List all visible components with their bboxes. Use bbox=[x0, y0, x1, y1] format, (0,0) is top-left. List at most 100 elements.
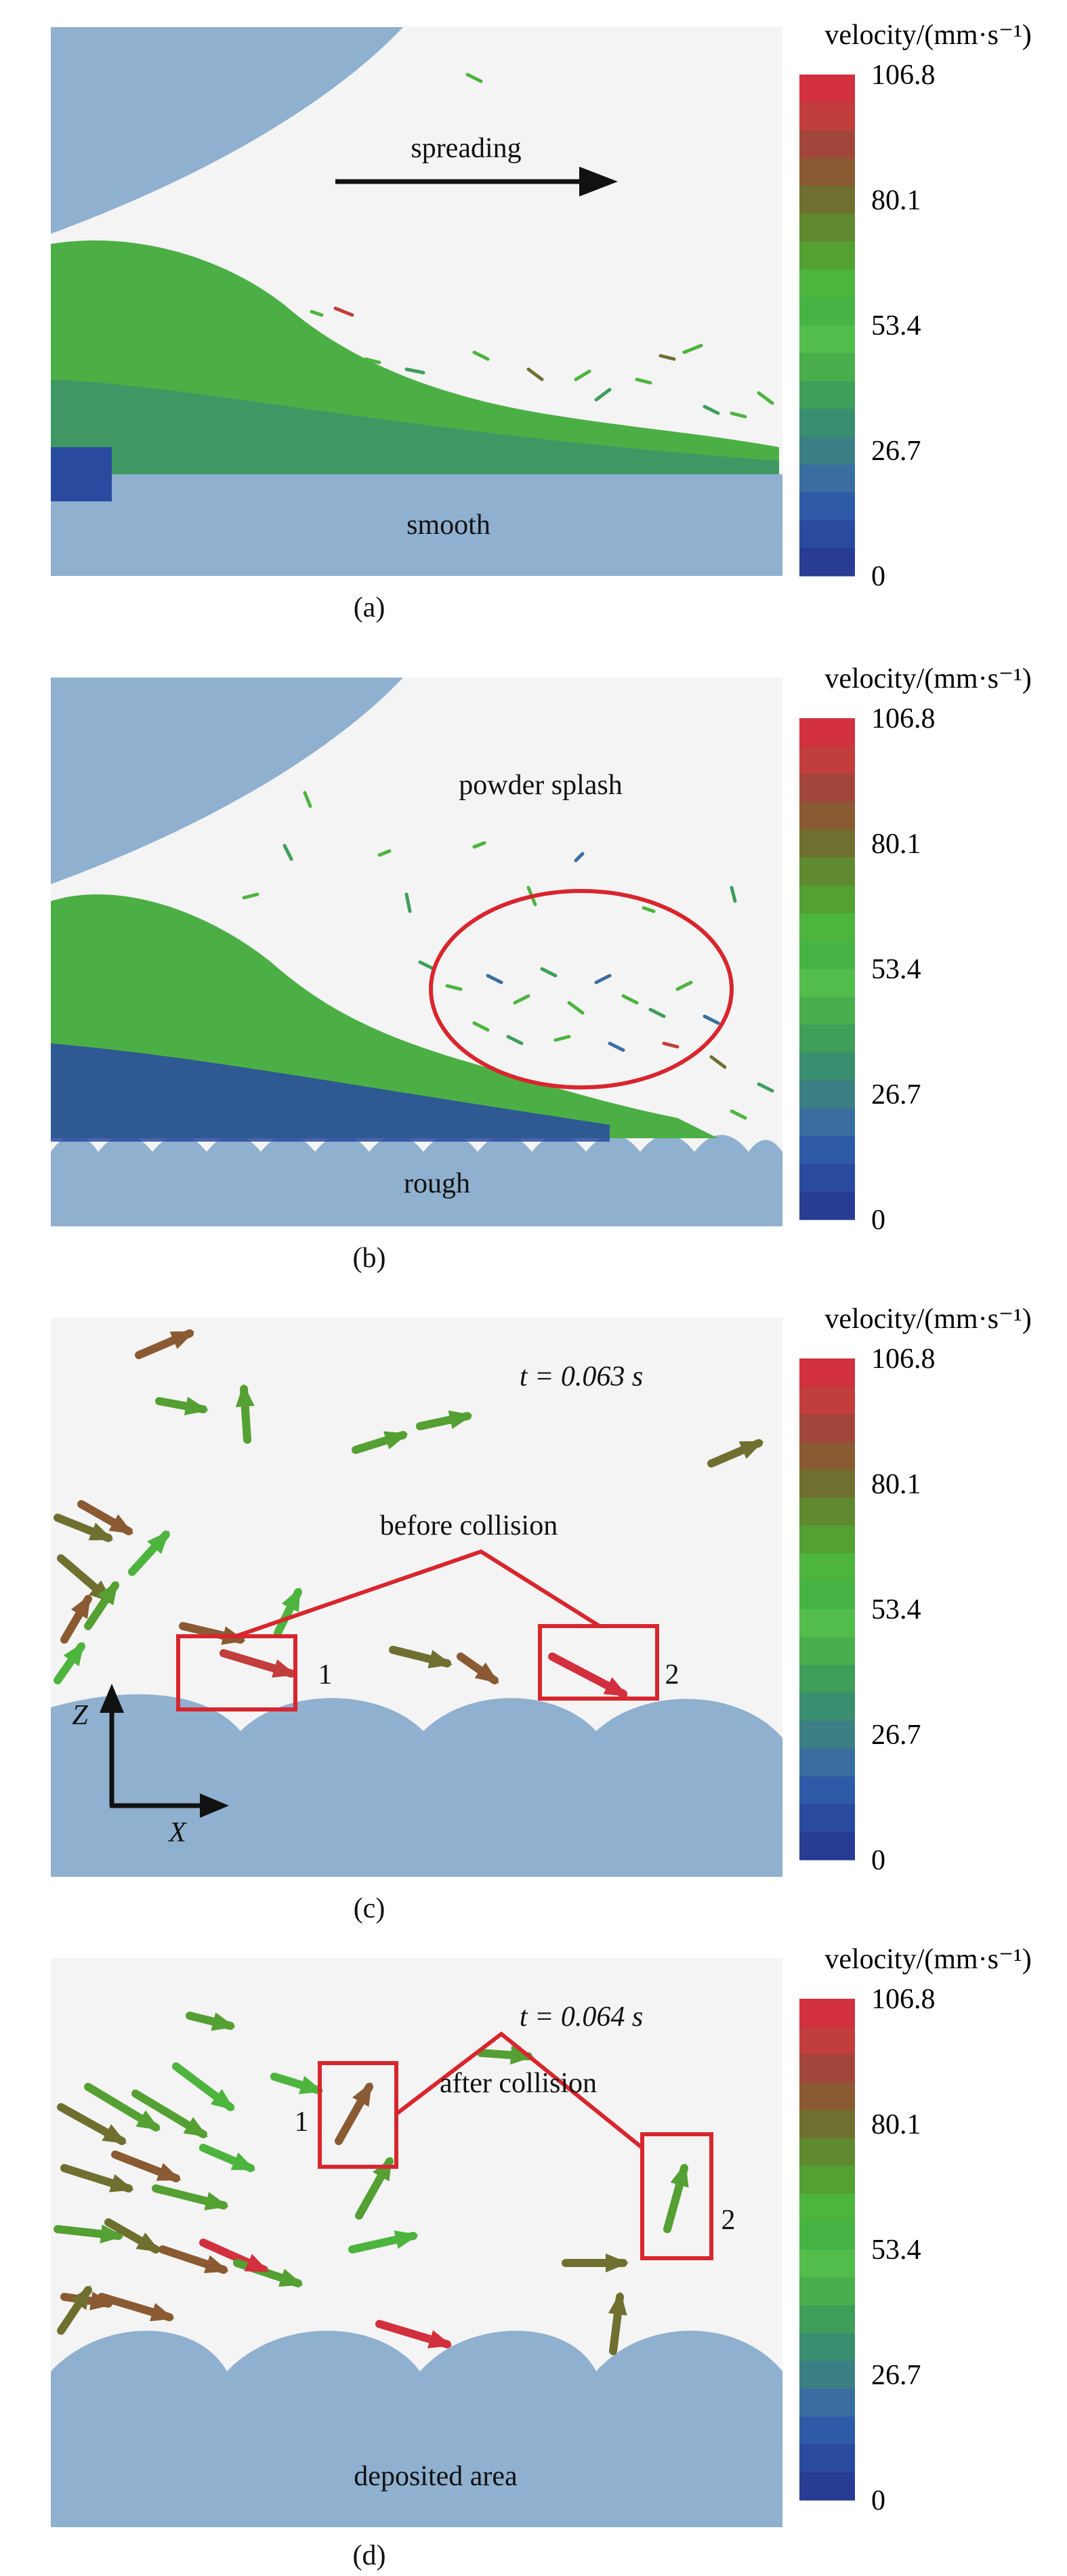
colorbar-segment bbox=[799, 436, 855, 465]
colorbar-segment bbox=[799, 269, 855, 298]
arrowhead bbox=[352, 2082, 372, 2107]
panel-c-box-1-label: 1 bbox=[318, 1659, 333, 1690]
arrowhead bbox=[373, 2157, 392, 2182]
panel-d-time-label: t = 0.064 s bbox=[520, 2001, 643, 2033]
colorbar-segment bbox=[799, 2054, 855, 2083]
colorbar-segment bbox=[799, 241, 855, 270]
colorbar-segment bbox=[799, 1136, 855, 1165]
colorbar-segment bbox=[799, 940, 855, 970]
colorbar-segment bbox=[799, 1080, 855, 1109]
colorbar-segment bbox=[799, 913, 855, 942]
panel-b-splash-highlight bbox=[429, 889, 734, 1089]
arrowhead bbox=[427, 1650, 453, 1669]
colorbar-title: velocity/(mm·s⁻¹) bbox=[824, 20, 1031, 51]
colorbar-segment bbox=[799, 2110, 855, 2139]
arrowhead bbox=[89, 2291, 114, 2310]
arrowhead bbox=[97, 1581, 119, 1606]
arrowhead bbox=[135, 2232, 161, 2252]
colorbar-segment bbox=[799, 997, 855, 1025]
arrowhead bbox=[135, 2110, 161, 2131]
colorbar-tick-label: 53.4 bbox=[871, 2235, 921, 2266]
panel-d: 1 2 t = 0.064 s after collision deposite… bbox=[51, 1958, 782, 2571]
colorbar-segment bbox=[799, 547, 855, 577]
colorbar-b: velocity/(mm·s⁻¹) 106.8 80.1 53.4 26.7 0 bbox=[799, 663, 1032, 1236]
panel-a-scattered-particles bbox=[310, 72, 774, 419]
colorbar-segment bbox=[799, 718, 855, 747]
colorbar-segment bbox=[799, 746, 855, 774]
panel-a-caption: (a) bbox=[354, 592, 385, 623]
colorbar-title: velocity/(mm·s⁻¹) bbox=[824, 1944, 1031, 1975]
arrowhead bbox=[102, 2124, 127, 2144]
colorbar-segment bbox=[799, 1637, 855, 1665]
panel-b-annotation: powder splash bbox=[459, 770, 622, 801]
colorbar-segment bbox=[799, 2082, 855, 2111]
colorbar-segment bbox=[799, 325, 855, 354]
colorbar-tick-label: 26.7 bbox=[871, 2360, 921, 2391]
colorbar-tick-label: 80.1 bbox=[871, 1469, 921, 1500]
panel-c: 1 2 t = 0.063 s before collision Z X (c) bbox=[51, 1318, 782, 1924]
colorbar-segment bbox=[799, 1191, 855, 1220]
colorbar-tick-label: 0 bbox=[871, 1845, 885, 1876]
arrowhead bbox=[70, 2285, 91, 2310]
colorbar-tick-label: 26.7 bbox=[871, 1079, 921, 1110]
colorbar-segment bbox=[799, 1692, 855, 1722]
colorbar-tick-label: 0 bbox=[871, 2485, 885, 2516]
arrowhead bbox=[108, 2174, 134, 2193]
colorbar-tick-label: 53.4 bbox=[871, 954, 921, 985]
colorbar-segment bbox=[799, 1804, 855, 1833]
panel-d-particle-arrows bbox=[54, 2012, 689, 2355]
colorbar-a: velocity/(mm·s⁻¹) 106.8 80.1 53.4 26.7 0 bbox=[799, 20, 1032, 592]
colorbar-segment bbox=[799, 353, 855, 381]
colorbar-segment bbox=[799, 969, 855, 997]
colorbar-segment bbox=[799, 829, 855, 858]
colorbar-segment bbox=[799, 1831, 855, 1861]
colorbar-segment bbox=[799, 2361, 855, 2390]
panel-d-annotation: after collision bbox=[440, 2068, 597, 2099]
arrowhead bbox=[70, 1594, 91, 1619]
colorbar-segment bbox=[799, 2333, 855, 2362]
colorbar-segment bbox=[799, 1108, 855, 1137]
panel-d-caption: (d) bbox=[353, 2540, 386, 2571]
colorbar-segment bbox=[799, 297, 855, 326]
panel-b-caption: (b) bbox=[353, 1243, 386, 1274]
colorbar-segment bbox=[799, 1525, 855, 1554]
arrowhead bbox=[204, 2192, 229, 2211]
colorbar-segment bbox=[799, 2305, 855, 2333]
arrowhead bbox=[272, 1659, 297, 1678]
colorbar-segment bbox=[799, 102, 855, 131]
panel-a-annotation: spreading bbox=[411, 133, 521, 164]
panel-b-blade bbox=[51, 678, 403, 884]
colorbar-tick-label: 80.1 bbox=[871, 829, 921, 860]
arrowhead bbox=[510, 2045, 534, 2065]
arrowhead bbox=[738, 1440, 764, 1459]
colorbar-segment bbox=[799, 213, 855, 243]
colorbar-segment bbox=[799, 409, 855, 438]
colorbar-segment bbox=[799, 2388, 855, 2417]
panel-d-box-2-label: 2 bbox=[721, 2205, 736, 2236]
colorbar-tick-label: 106.8 bbox=[871, 1984, 936, 2015]
panel-c-time-label: t = 0.063 s bbox=[520, 1361, 643, 1392]
colorbar-segment bbox=[799, 1720, 855, 1749]
arrowhead bbox=[394, 2230, 419, 2249]
colorbar-segment bbox=[799, 492, 855, 521]
colorbar-segment bbox=[799, 1414, 855, 1442]
panel-a-substrate bbox=[51, 474, 782, 576]
panel-d-box-1 bbox=[318, 2061, 398, 2169]
arrowhead bbox=[100, 2224, 124, 2244]
colorbar-tick-label: 80.1 bbox=[871, 185, 921, 216]
colorbar-segment bbox=[799, 885, 855, 914]
colorbar-tick-label: 53.4 bbox=[871, 1594, 921, 1625]
colorbar-segment bbox=[799, 1052, 855, 1081]
colorbar-segment bbox=[799, 2472, 855, 2501]
arrowhead bbox=[147, 1531, 170, 1554]
colorbar-segment bbox=[799, 1386, 855, 1415]
colorbar-tick-label: 106.8 bbox=[871, 60, 936, 91]
panel-a: spreading smooth (a) bbox=[51, 27, 782, 623]
colorbar-segment bbox=[799, 1665, 855, 1693]
panel-a-surface-label: smooth bbox=[406, 510, 490, 541]
arrowhead bbox=[183, 2117, 208, 2138]
colorbar-segment bbox=[799, 2027, 855, 2055]
panel-d-box-1-label: 1 bbox=[295, 2106, 309, 2138]
colorbar-tick-label: 26.7 bbox=[871, 1720, 921, 1751]
panel-c-x-axis-head bbox=[200, 1793, 229, 1818]
